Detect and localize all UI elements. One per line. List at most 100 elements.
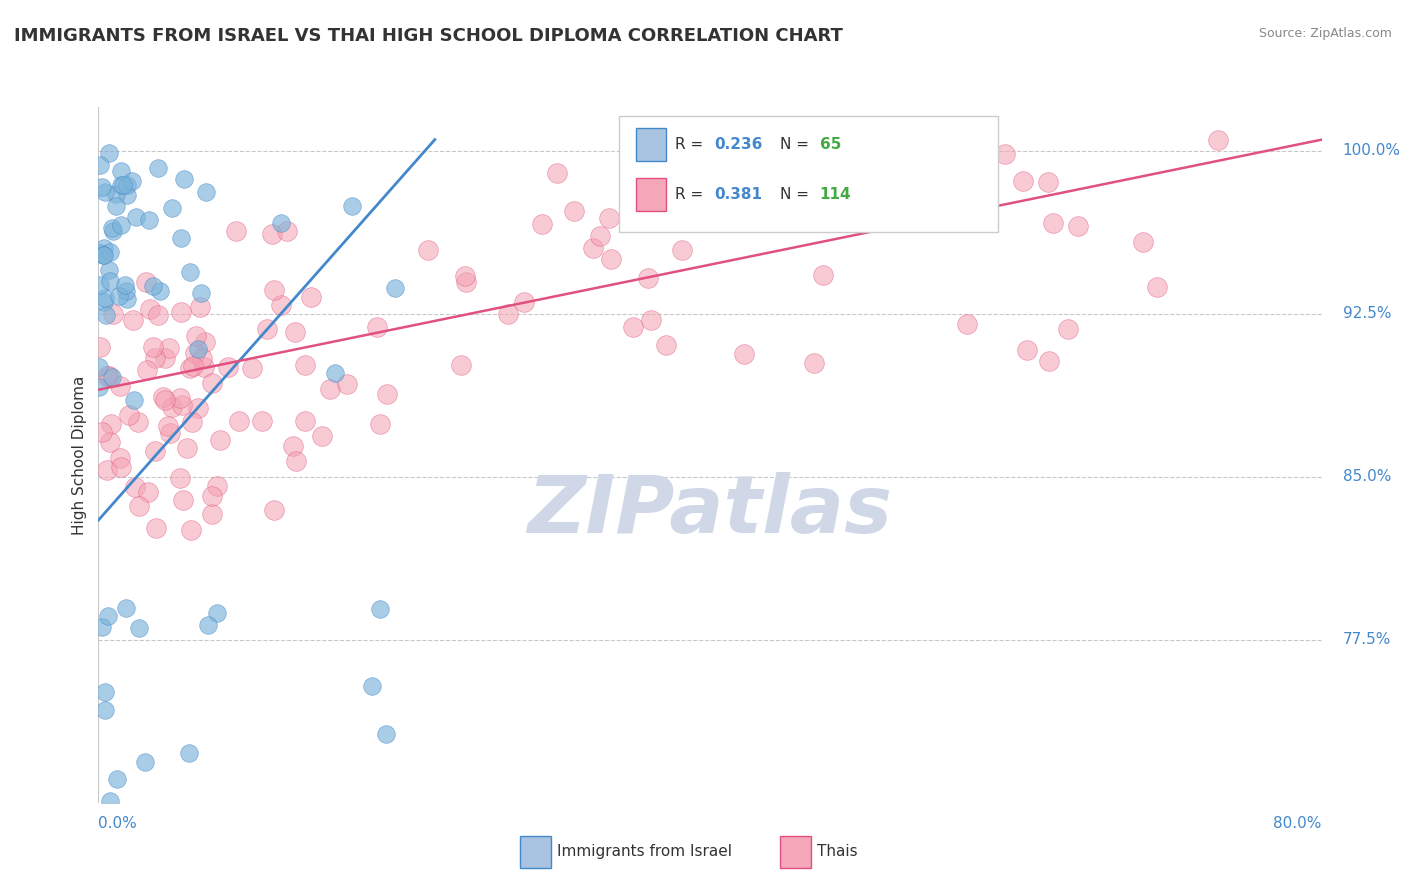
Point <box>201 376 224 390</box>
Text: 85.0%: 85.0% <box>1343 469 1391 484</box>
Point <box>450 358 472 372</box>
Point <box>281 439 304 453</box>
Point <box>110 379 132 393</box>
Point <box>153 392 176 407</box>
Point <box>93 248 115 262</box>
Point <box>97 368 120 383</box>
Point <box>108 450 131 465</box>
Point <box>121 174 143 188</box>
Text: IMMIGRANTS FROM ISRAEL VS THAI HIGH SCHOOL DIPLOMA CORRELATION CHART: IMMIGRANTS FROM ISRAEL VS THAI HIGH SCHO… <box>14 27 844 45</box>
Point <box>122 313 145 327</box>
Point <box>546 166 568 180</box>
Point <box>169 471 191 485</box>
Point <box>513 294 536 309</box>
Point <box>181 415 204 429</box>
Point <box>1038 175 1060 189</box>
Point <box>183 359 205 374</box>
Point <box>1208 133 1230 147</box>
Point <box>93 685 115 699</box>
Point <box>173 171 195 186</box>
Point <box>136 485 159 500</box>
Point <box>994 146 1017 161</box>
Text: 92.5%: 92.5% <box>1343 306 1391 321</box>
Point <box>184 346 207 360</box>
Point <box>117 292 139 306</box>
Point <box>813 268 835 283</box>
Point <box>160 201 183 215</box>
Point <box>89 246 111 260</box>
Point <box>294 414 316 428</box>
Point <box>105 199 128 213</box>
Point <box>655 338 678 352</box>
Point <box>186 329 208 343</box>
Point <box>262 227 284 241</box>
Point <box>89 158 111 172</box>
Point <box>294 358 316 372</box>
Point <box>94 185 117 199</box>
Point <box>531 218 554 232</box>
Point <box>125 211 148 225</box>
Point <box>139 302 162 317</box>
Point <box>640 313 662 327</box>
Point <box>115 188 138 202</box>
Point <box>143 444 166 458</box>
Point <box>98 434 121 449</box>
Text: N =: N = <box>780 137 814 152</box>
Point <box>205 479 228 493</box>
Point <box>145 521 167 535</box>
Point <box>149 285 172 299</box>
Point <box>93 294 115 309</box>
Point <box>93 241 115 255</box>
Point <box>284 453 307 467</box>
Point <box>1011 174 1033 188</box>
Point <box>94 308 117 322</box>
Point <box>148 161 170 175</box>
Point <box>256 321 278 335</box>
Point <box>942 133 965 147</box>
Point <box>97 608 120 623</box>
Point <box>217 359 239 374</box>
Point <box>190 286 212 301</box>
Point <box>891 172 914 186</box>
Point <box>240 360 263 375</box>
Point <box>105 772 128 786</box>
Point <box>122 392 145 407</box>
Point <box>96 462 118 476</box>
Point <box>179 265 201 279</box>
Point <box>188 300 211 314</box>
Point <box>311 429 333 443</box>
Point <box>1015 343 1038 358</box>
Point <box>169 392 191 406</box>
Point <box>148 308 170 322</box>
Point <box>201 489 224 503</box>
Point <box>194 334 217 349</box>
Point <box>108 289 131 303</box>
Point <box>1132 235 1154 250</box>
Point <box>228 414 250 428</box>
Point <box>588 228 610 243</box>
Point <box>93 291 115 305</box>
Point <box>263 283 285 297</box>
Point <box>225 224 247 238</box>
Point <box>194 185 217 199</box>
Point <box>115 601 138 615</box>
Point <box>98 794 121 808</box>
Text: 77.5%: 77.5% <box>1343 632 1391 648</box>
Point <box>1042 216 1064 230</box>
Point <box>127 415 149 429</box>
Point <box>170 230 193 244</box>
Point <box>157 418 180 433</box>
Point <box>143 351 166 365</box>
Point <box>93 703 115 717</box>
Point <box>110 219 132 233</box>
Point <box>115 178 138 193</box>
Point <box>98 145 121 160</box>
Point <box>100 417 122 431</box>
Point <box>207 607 229 621</box>
Point <box>454 275 477 289</box>
Point <box>319 382 342 396</box>
Point <box>89 380 111 394</box>
Point <box>193 359 215 374</box>
Point <box>96 368 118 383</box>
Point <box>91 180 114 194</box>
